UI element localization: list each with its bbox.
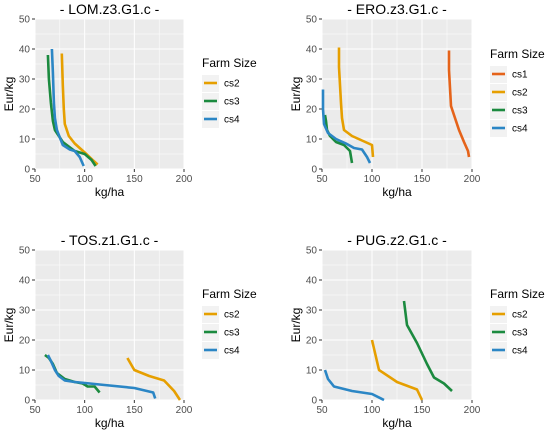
x-tick-label: 50 [316, 405, 328, 416]
y-tick-label: 10 [19, 135, 31, 146]
x-tick-label: 150 [126, 405, 143, 416]
x-axis-label: kg/ha [95, 185, 125, 199]
x-tick-label: 150 [126, 174, 143, 185]
chart-panel-1: 50 100 150 200 0 10 20 30 40 50 - ERO.z3.G1.c - kg/… [289, 1, 545, 199]
y-tick-label: 0 [24, 165, 30, 176]
x-axis-label: kg/ha [95, 416, 125, 430]
x-tick-label: 200 [464, 174, 481, 185]
y-tick-label: 30 [306, 306, 318, 317]
y-tick-label: 30 [19, 75, 31, 86]
x-axis-label: kg/ha [382, 416, 412, 430]
y-tick-label: 50 [19, 246, 31, 257]
legend-title: Farm Size [490, 47, 545, 61]
series-line-cs2 [126, 357, 182, 401]
y-tick-label: 40 [306, 276, 318, 287]
x-tick-label: 150 [414, 405, 431, 416]
series-line-cs4 [321, 89, 372, 164]
y-axis-label: Eur/kg [2, 77, 16, 112]
y-tick-label: 40 [19, 276, 31, 287]
legend-label-cs4: cs4 [224, 346, 240, 357]
x-tick-label: 50 [316, 174, 328, 185]
x-tick-label: 200 [176, 174, 193, 185]
x-tick-label: 50 [29, 174, 41, 185]
legend-label-cs2: cs2 [512, 310, 528, 321]
chart-title: - LOM.z3.G1.c - [60, 1, 160, 17]
x-tick-label: 100 [364, 174, 381, 185]
y-tick-label: 50 [306, 15, 318, 26]
chart-title: - ERO.z3.G1.c - [347, 1, 447, 17]
y-axis-label: Eur/kg [289, 308, 303, 343]
series-line-cs2 [337, 47, 375, 158]
y-tick-label: 10 [306, 366, 318, 377]
series-line-cs4 [46, 354, 157, 399]
legend-label-cs4: cs4 [512, 124, 528, 135]
y-tick-label: 0 [311, 165, 317, 176]
chart-panel-2: 50 100 150 200 0 10 20 30 40 50 - TOS.z1.G1.c - kg/… [2, 232, 257, 430]
y-tick-label: 20 [19, 336, 31, 347]
y-tick-label: 20 [19, 105, 31, 116]
legend-label-cs1: cs1 [512, 70, 528, 81]
y-tick-label: 50 [19, 15, 31, 26]
y-tick-label: 50 [306, 246, 318, 257]
legend-title: Farm Size [490, 287, 545, 301]
series-line-cs4 [323, 369, 385, 402]
y-tick-label: 10 [19, 366, 31, 377]
chart-title: - TOS.z1.G1.c - [61, 232, 159, 248]
x-tick-label: 100 [364, 405, 381, 416]
legend-label-cs3: cs3 [224, 328, 240, 339]
legend-label-cs2: cs2 [512, 88, 528, 99]
x-tick-label: 200 [464, 405, 481, 416]
y-tick-label: 0 [311, 396, 317, 407]
legend-label-cs4: cs4 [224, 115, 240, 126]
x-tick-label: 200 [176, 405, 193, 416]
series-line-cs2 [370, 339, 424, 401]
legend-label-cs3: cs3 [512, 328, 528, 339]
x-tick-label: 100 [76, 174, 93, 185]
y-axis-label: Eur/kg [289, 77, 303, 112]
y-tick-label: 20 [306, 105, 318, 116]
y-tick-label: 30 [306, 75, 318, 86]
y-tick-label: 10 [306, 135, 318, 146]
legend-title: Farm Size [202, 287, 257, 301]
y-tick-label: 40 [19, 45, 31, 56]
legend-label-cs3: cs3 [512, 106, 528, 117]
series-line-cs1 [447, 50, 471, 158]
legend-title: Farm Size [202, 56, 257, 70]
series-line-cs4 [50, 48, 85, 167]
series-line-cs3 [323, 114, 354, 164]
legend-label-cs3: cs3 [224, 97, 240, 108]
x-tick-label: 150 [414, 174, 431, 185]
y-axis-label: Eur/kg [2, 308, 16, 343]
x-axis-label: kg/ha [382, 185, 412, 199]
series-line-cs3 [402, 300, 453, 392]
legend-label-cs2: cs2 [224, 310, 240, 321]
legend-label-cs4: cs4 [512, 346, 528, 357]
y-tick-label: 0 [24, 396, 30, 407]
chart-title: - PUG.z2.G1.c - [347, 232, 447, 248]
x-tick-label: 100 [76, 405, 93, 416]
chart-panel-0: 50 100 150 200 0 10 20 30 40 50 - LOM.z3.G1.c - kg/… [2, 1, 257, 199]
chart-panel-3: 50 100 150 200 0 10 20 30 40 50 - PUG.z2.G1.c - kg/… [289, 232, 545, 430]
x-tick-label: 50 [29, 405, 41, 416]
y-tick-label: 40 [306, 45, 318, 56]
y-tick-label: 30 [19, 306, 31, 317]
legend-label-cs2: cs2 [224, 79, 240, 90]
y-tick-label: 20 [306, 336, 318, 347]
